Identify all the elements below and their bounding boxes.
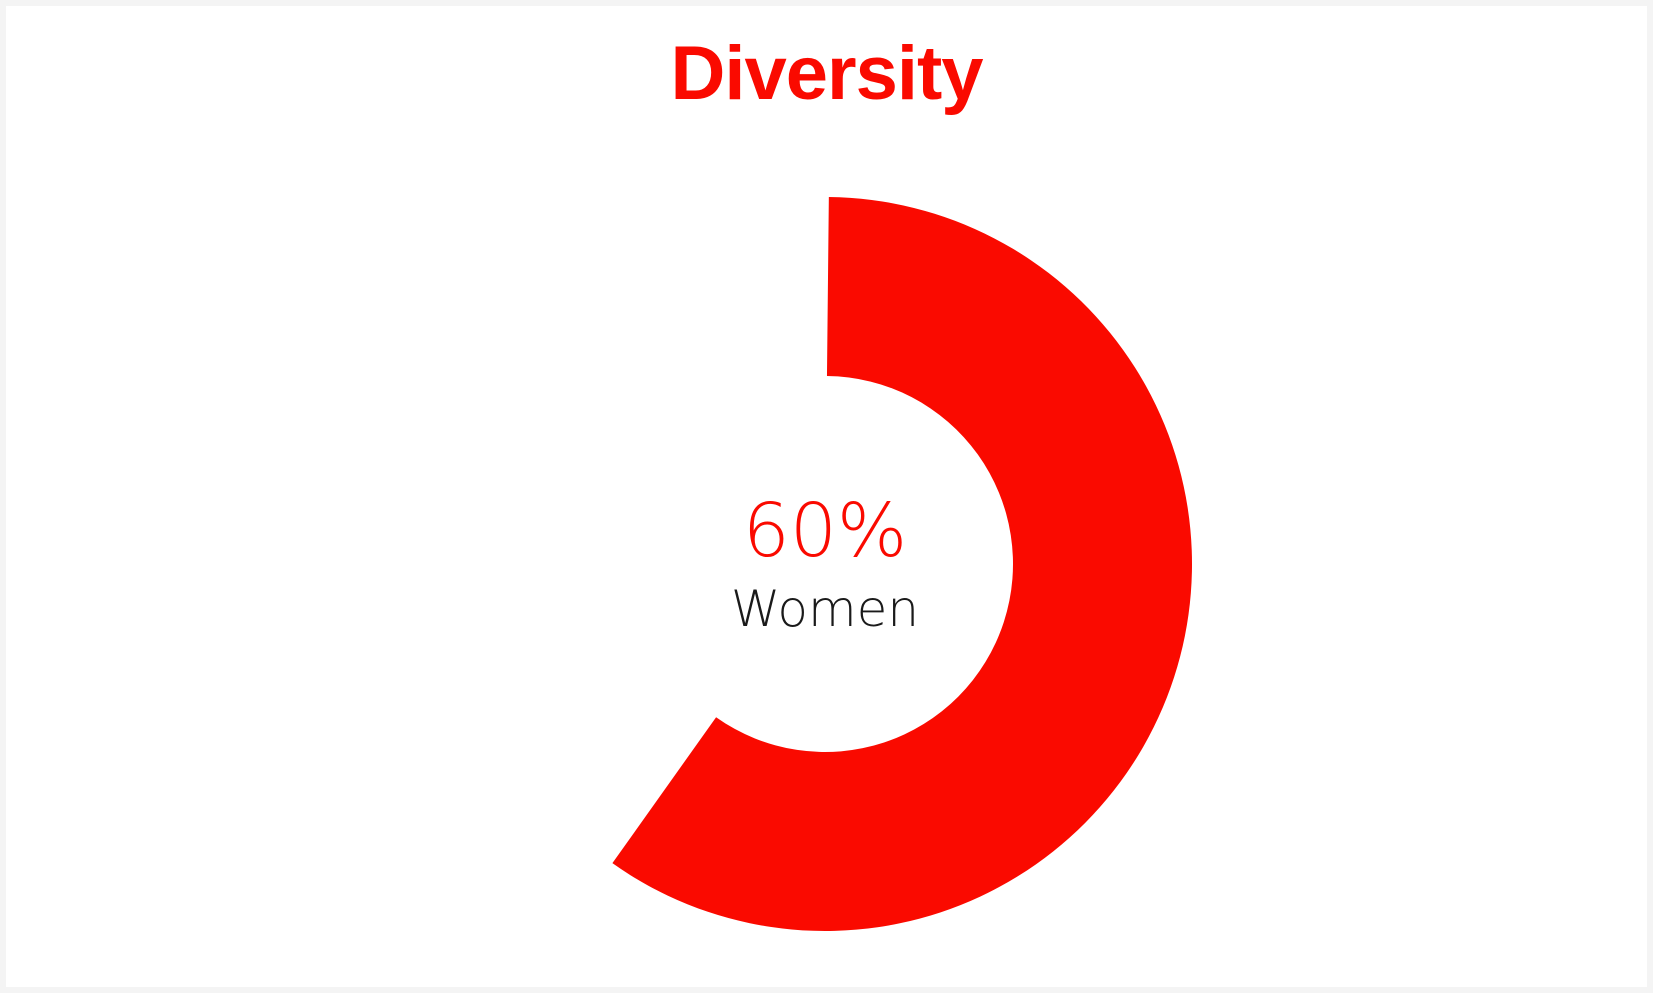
donut-chart: 60% Women <box>458 197 1192 931</box>
donut-slice-women[interactable] <box>612 197 1192 931</box>
donut-slices <box>612 197 1192 931</box>
chart-title: Diversity <box>670 31 983 116</box>
donut-chart-svg <box>612 197 1192 931</box>
